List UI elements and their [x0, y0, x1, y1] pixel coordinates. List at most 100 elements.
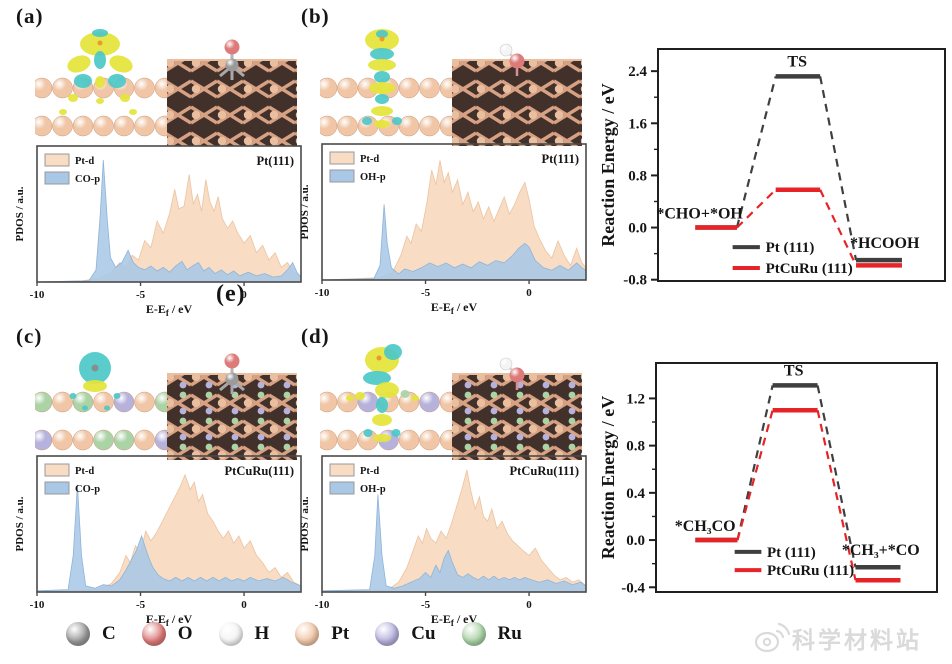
energy-top-diagram: 2.4 1.6 0.8 0.0 -0.8 Reaction Energy / eV *CHO… — [598, 48, 946, 289]
atom-sphere — [419, 429, 440, 451]
pdos-plot-area-a — [37, 159, 301, 282]
y-tick-label: 0.4 — [626, 486, 645, 502]
energy-axes-box — [655, 362, 938, 593]
charge-density-blob — [68, 94, 78, 102]
atom-sphere — [72, 115, 94, 137]
pdos-chart-a: -10 -5 0 E-Ef / eV PDOS / a.u. Pt-d CO-p Pt(111… — [14, 145, 302, 318]
charge-density-blob — [375, 94, 389, 104]
y-tick-label: 1.2 — [626, 391, 645, 407]
charge-density-blob — [74, 74, 92, 88]
atom-sphere — [113, 115, 135, 137]
atom-sphere — [419, 77, 440, 99]
Ru-atom-icon — [461, 622, 486, 646]
connector-dash — [816, 409, 857, 581]
hydrogen-atom — [499, 357, 513, 371]
tspan-shape: f — [166, 308, 170, 318]
charge-density-blob — [376, 30, 388, 38]
y-tick-label: 0.8 — [628, 168, 647, 184]
y-tick-label: 0.0 — [626, 533, 645, 549]
charge-density-blob — [108, 74, 126, 88]
charge-density-blob — [370, 48, 394, 60]
charge-density-blob — [376, 397, 388, 413]
pdos-x-axis-label: E-Ef / eV — [431, 300, 478, 316]
charge-density-blob — [392, 117, 402, 125]
pdos-surface-title: PtCuRu(111) — [225, 464, 294, 478]
legend-swatch-co-p — [44, 481, 70, 495]
atom-sphere — [320, 429, 338, 451]
legend-swatch-co-p — [44, 171, 70, 185]
atom-sphere — [52, 391, 73, 413]
charge-density-blob — [391, 429, 401, 437]
atom-sphere — [337, 429, 358, 451]
charge-density-blob — [129, 109, 137, 115]
legend-label: Pt-d — [75, 466, 94, 477]
charge-density-blob — [400, 390, 410, 398]
pdos-chart-b: -10 -5 0 E-Ef / eV PDOS / a.u. Pt-d OH-p Pt(111… — [299, 143, 587, 316]
charge-density-blob — [346, 395, 354, 401]
tspan-shape: / eV — [169, 302, 193, 316]
charge-density-blob — [109, 55, 133, 73]
charge-density-blob — [113, 393, 121, 399]
legend-label: Pt-d — [360, 154, 379, 165]
charge-density-blob — [92, 29, 108, 37]
atom-sphere — [419, 391, 440, 413]
pdos-y-axis-label: PDOS / a.u. — [299, 184, 311, 239]
charge-density-blob — [384, 344, 402, 360]
charge-density-blob — [95, 76, 105, 88]
atom-legend-symbol: Ru — [497, 623, 522, 644]
atom-sphere — [35, 429, 53, 451]
legend-label: CO-p — [75, 174, 100, 185]
oxygen-atom — [224, 39, 240, 55]
legend-swatch-pt-d — [329, 463, 355, 477]
state-label: *CH₃CO — [675, 518, 736, 535]
legend-label: Pt-d — [75, 156, 94, 167]
tspan-shape: E-E — [146, 302, 166, 316]
x-tick-label: -5 — [421, 287, 431, 299]
pdos-surface-title: Pt(111) — [542, 152, 580, 166]
atom-sphere — [320, 391, 338, 413]
atom-color-legend: C O H Pt Cu Ru — [66, 622, 548, 646]
weibo-icon — [754, 622, 791, 653]
pdos-surface-title: Pt(111) — [257, 154, 295, 168]
atom-legend-symbol: H — [254, 623, 270, 644]
atom-sphere — [52, 429, 73, 451]
pdos-series-co-p — [37, 159, 301, 282]
pdos-plot-area-d — [322, 469, 586, 592]
atom-sphere — [72, 429, 94, 451]
y-tick-label: 1.6 — [628, 116, 647, 132]
diagram-legend-label: Pt (111) — [766, 240, 815, 256]
charge-density-blob — [97, 40, 103, 46]
charge-density-blob — [373, 434, 391, 442]
x-tick-label: 0 — [241, 599, 247, 611]
pdos-series-pt-d — [322, 469, 586, 592]
atom-sphere — [93, 391, 114, 413]
charge-density-blob — [372, 414, 392, 426]
diagram-legend-label: Pt (111) — [767, 545, 816, 561]
atom-sphere — [134, 429, 155, 451]
charge-density-blob — [376, 355, 382, 361]
pdos-series-oh-p — [322, 204, 586, 280]
legend-label: Pt-d — [360, 466, 379, 477]
pdos-series-co-p — [37, 484, 301, 592]
watermark-text: 科学材料站 — [792, 628, 922, 653]
tspan-shape: E-E — [431, 300, 451, 314]
x-tick-label: 0 — [526, 287, 532, 299]
panel-b-label: (b) — [301, 4, 330, 28]
connector-dash — [736, 409, 774, 541]
charge-density-blob — [69, 393, 77, 399]
connector-dash — [735, 76, 777, 228]
tspan-shape: E-E — [431, 612, 451, 626]
state-label: *CH₃+*CO — [842, 542, 920, 559]
atom-sphere — [52, 77, 73, 99]
O-atom-icon — [141, 622, 166, 646]
state-label: TS — [787, 53, 807, 70]
y-tick-label: -0.8 — [623, 273, 647, 289]
atom-sphere — [320, 77, 338, 99]
atom-sphere — [320, 115, 338, 137]
pdos-x-axis-label: E-Ef / eV — [146, 302, 193, 318]
x-tick-label: -10 — [315, 599, 330, 611]
structure-panel-c — [35, 352, 297, 460]
watermark: 科学材料站 — [752, 618, 922, 658]
pdos-surface-title: PtCuRu(111) — [510, 464, 579, 478]
